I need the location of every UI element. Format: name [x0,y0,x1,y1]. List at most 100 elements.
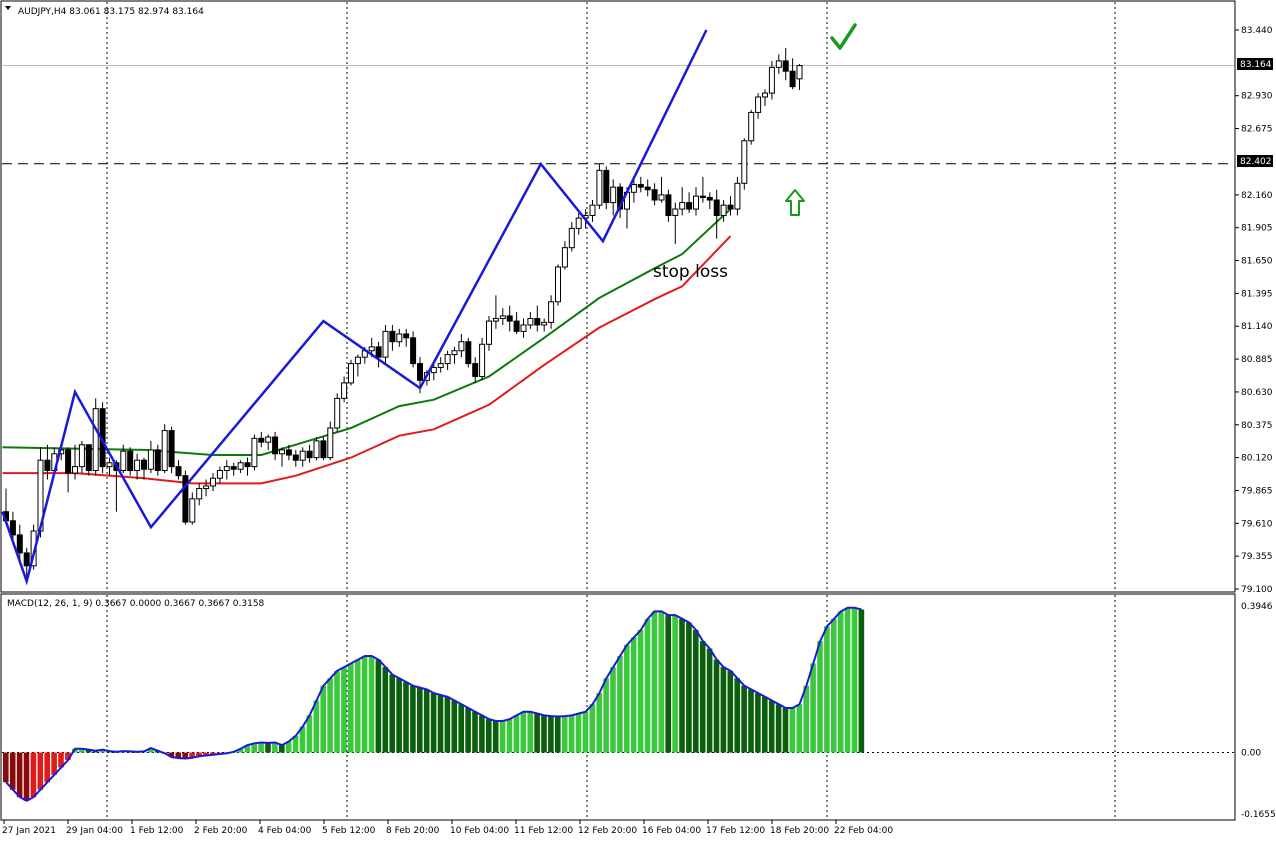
macd-bar [672,615,678,753]
macd-bar [51,752,57,775]
y-tick-label: 82.160 [1241,191,1273,201]
macd-bar [396,678,402,753]
macd-bar [334,670,340,753]
macd-bar [16,752,23,798]
candle-body [534,318,541,326]
macd-bar [499,720,506,753]
macd-bar [851,607,858,753]
macd-bar [465,707,471,753]
macd-bar [810,663,816,753]
candle-body [417,363,423,381]
candle-body [651,189,658,201]
macd-signal-line [5,606,862,802]
macd-bar [203,752,209,756]
candle-body [499,315,506,320]
candle-body [548,301,555,323]
x-tick-label: 5 Feb 12:00 [322,826,376,836]
macd-bar [796,704,803,753]
candle-body [465,341,472,365]
candle-body [396,333,403,343]
y-tick-label: 81.650 [1241,257,1273,267]
macd-bar [713,659,720,753]
macd-bar [699,641,706,753]
candle-body [410,337,417,365]
candle-body [168,430,175,468]
candle-body [223,466,230,472]
macd-bar [389,674,395,753]
candle-body [154,449,161,472]
macd-bar [568,715,575,753]
y-tick-label: 81.140 [1241,322,1273,332]
x-tick-label: 27 Jan 2021 [2,826,56,836]
macd-bar [727,670,734,753]
macd-bar [3,752,9,783]
candle-body [755,96,762,113]
candle-body [272,436,279,455]
candle-body [16,534,23,554]
chart-menu-triangle-icon[interactable] [5,6,11,10]
price-axis: 83.440 82.930 82.675 82.160 81.905 81.650 81.3… [1235,26,1273,595]
macd-bar [534,713,540,753]
macd-bar [327,678,333,753]
candle-body [244,462,251,468]
macd-axis: 0.3946 0.00 -0.1655 [1241,602,1276,820]
macd-bar [575,713,582,753]
macd-bar [630,637,637,753]
candle-body [589,204,596,216]
macd-bar [803,685,809,753]
candles [3,48,803,580]
candle-body [237,462,244,470]
price-levels [2,65,1234,165]
candle-body [265,436,272,443]
macd-bar [596,693,602,753]
current-price-label: 83.164 [1240,60,1272,70]
macd-bar [410,685,416,753]
candle-body [527,318,534,326]
macd-bar [844,607,851,753]
macd-bar [444,696,451,753]
candle-body [292,454,299,461]
candle-body [203,485,210,490]
candle-body [65,449,72,474]
macd-bar [762,696,768,753]
candle-body [561,247,568,268]
candle-body [216,470,223,479]
macd-bar [58,752,64,768]
candle-body [596,169,603,206]
macd-bar [734,678,740,753]
macd-bar [486,719,492,753]
up-arrow-icon [785,189,805,216]
candle-body [713,199,720,216]
candle-body [175,466,182,477]
x-tick-label: 11 Feb 12:00 [514,826,573,836]
macd-bar [320,685,326,753]
y-tick-label: 81.905 [1241,224,1273,234]
macd-bar [423,689,430,753]
candle-body [182,475,189,523]
candle-body [341,382,348,399]
macd-bar [279,745,285,753]
candle-body [78,444,85,468]
candle-body [106,462,113,468]
macd-bar [693,629,699,753]
candle-body [320,440,327,459]
candle-body [458,341,465,352]
x-tick-label: 8 Feb 20:00 [386,826,440,836]
candle-body [161,430,168,472]
candle-body [92,408,99,472]
macd-bar [686,622,692,753]
macd-bar [817,641,823,753]
macd-bar [37,752,44,790]
candle-body [630,184,637,193]
y-tick-label: 82.675 [1241,125,1273,135]
candle-body [775,60,782,68]
candle-body [617,186,624,210]
macd-bar [706,648,713,753]
candle-body [196,488,203,500]
macd-bar [437,694,444,753]
macd-bar [258,742,264,753]
macd-bar [244,745,251,753]
macd-bar [472,711,478,753]
macd-y-tick-label: 0.00 [1241,749,1261,759]
